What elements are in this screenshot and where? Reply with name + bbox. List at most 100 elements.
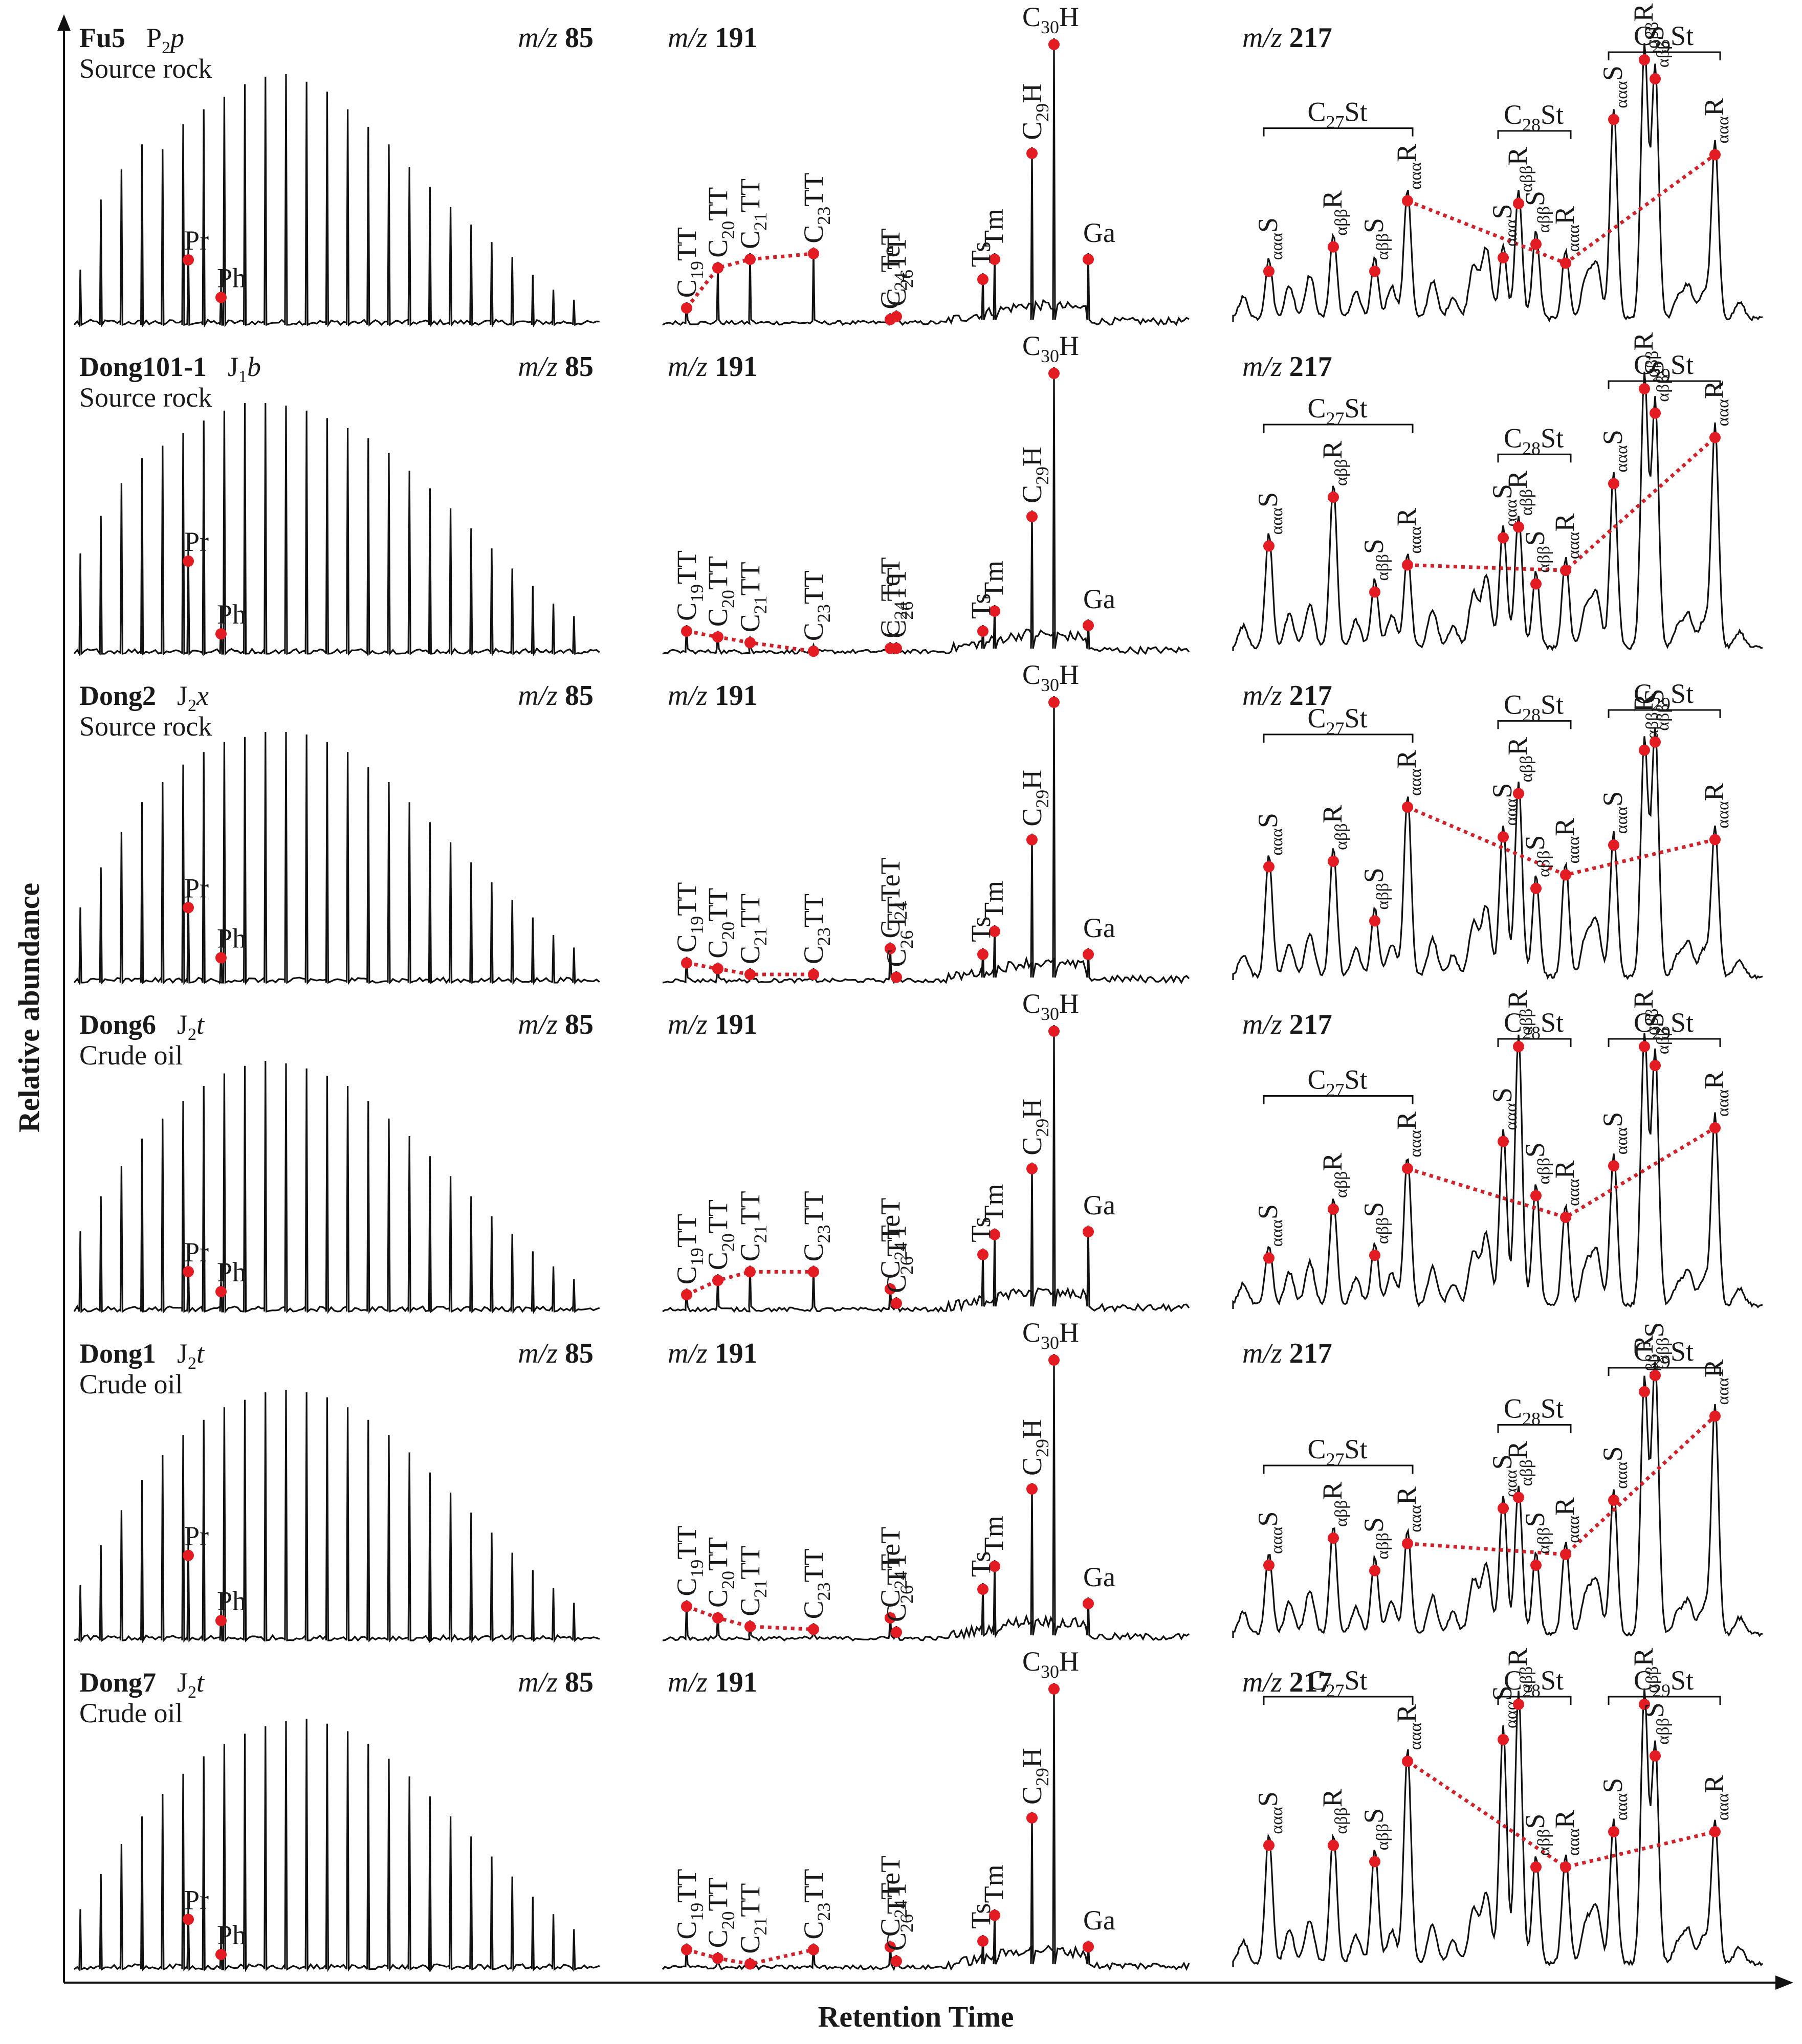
label-greek: αββ <box>1643 1009 1662 1035</box>
label-C28_abbR: αββR <box>1502 1441 1536 1486</box>
label-C29H: C29H <box>1017 1099 1052 1156</box>
label-C29_aaaS: αααS <box>1597 65 1631 108</box>
label-letter: S <box>1252 492 1283 507</box>
m217-marker-C29_abbR <box>1639 383 1650 394</box>
label-C20TT-rest: TT <box>702 556 733 590</box>
tt-trend-line <box>685 252 814 309</box>
label-greek: ααα <box>1267 1219 1286 1247</box>
mz-label: m/z 85 <box>518 351 594 383</box>
m191-marker-Ts <box>977 626 988 637</box>
sample-type: Source rock <box>79 53 212 84</box>
label-C20TT-sub: 20 <box>718 1571 738 1589</box>
label-letter: R <box>1317 1153 1348 1171</box>
label-C19TT-rest: TT <box>671 882 702 916</box>
label-C27St-c: C <box>1308 1064 1326 1095</box>
strat-sub: 2 <box>188 696 196 715</box>
label-C29St-c: C <box>1634 1336 1652 1367</box>
m217-marker-C29_aaaR <box>1709 1410 1721 1422</box>
mz-label: m/z 217 <box>1242 22 1332 54</box>
label-greek: αββ <box>1654 1338 1673 1364</box>
m217-marker-C28_aaaS <box>1498 252 1509 263</box>
label-C21TT-sub: 21 <box>750 595 771 614</box>
m191-marker-Ga <box>1083 619 1094 631</box>
label-greek: ααα <box>1406 162 1425 190</box>
m191-marker-C24TeT <box>885 1941 896 1952</box>
label-letter: R <box>1549 818 1580 836</box>
label-greek: αββ <box>1534 1158 1553 1184</box>
m217-marker-C28_abbS <box>1530 1861 1542 1873</box>
mz-italic: m/z <box>518 1009 565 1040</box>
label-letter: S <box>1252 813 1283 828</box>
label-C29H-sub: 29 <box>1032 1439 1052 1457</box>
mz-label: m/z 191 <box>668 1667 758 1698</box>
label-C23TT-rest: TT <box>798 570 829 604</box>
m217-marker-C29_abbS <box>1650 73 1661 85</box>
label-C30H-sub: 30 <box>1041 1332 1059 1353</box>
label-C26TT-c: C <box>881 1604 912 1622</box>
sample-id: Fu5 <box>79 23 125 53</box>
label-C29St: C29St <box>1634 1665 1694 1701</box>
label-C28_aaaR: αααR <box>1549 1497 1583 1543</box>
label-C29H-c: C <box>1017 1786 1047 1805</box>
m217-marker-C28_aaaS <box>1498 532 1509 544</box>
label-C23TT-rest: TT <box>798 173 829 207</box>
label-C29St-rest: St <box>1671 1665 1694 1696</box>
label-C29St-rest: St <box>1671 678 1694 709</box>
m217-marker-C29_aaaS <box>1608 478 1619 490</box>
m217-marker-C28_abbR <box>1513 521 1524 533</box>
label-C28St-rest: St <box>1541 1007 1564 1038</box>
label-C24TeT-c: C <box>875 1589 906 1608</box>
label-C27_aaaR: αααR <box>1391 1486 1425 1532</box>
label-C26TT-c: C <box>881 288 912 306</box>
label-C27_aaaS: αααS <box>1252 1791 1286 1834</box>
m191-marker-C23TT <box>808 248 819 259</box>
m191-marker-C21TT <box>744 969 756 980</box>
label-C27St: C27St <box>1308 1064 1368 1100</box>
m191-marker-Ts <box>977 1249 988 1260</box>
label-greek: ααα <box>1612 1127 1631 1155</box>
label-C19TT-rest: TT <box>671 1526 702 1560</box>
ph-label: Ph <box>217 1257 246 1287</box>
label-C28_abbS: αββS <box>1520 530 1553 572</box>
label-greek: αββ <box>1534 1527 1553 1554</box>
label-letter: S <box>1597 791 1628 807</box>
label-C28_aaaS: αααS <box>1487 204 1521 247</box>
label-letter: S <box>1252 217 1283 233</box>
label-C29H-rest: H <box>1017 1099 1047 1119</box>
m191-marker-C30H <box>1048 1354 1060 1366</box>
label-C20TT-rest: TT <box>702 888 733 922</box>
m217-marker-C27_abbS <box>1369 915 1380 927</box>
label-C27St-c: C <box>1308 703 1326 734</box>
m217-marker-C27_aaaS <box>1263 265 1274 277</box>
label-letter: S <box>1252 1512 1283 1527</box>
m217-marker-C27_aaaR <box>1402 1756 1413 1767</box>
label-C28St-sub: 28 <box>1522 115 1541 135</box>
label-greek: ααα <box>1406 526 1425 554</box>
label-C21TT-rest: TT <box>735 1883 765 1917</box>
label-C30H-rest: H <box>1059 1317 1079 1348</box>
label-greek: αββ <box>1517 1009 1536 1035</box>
m191-marker-C21TT <box>744 254 756 265</box>
label-greek: ααα <box>1564 531 1583 559</box>
label-C26TT-sub: 26 <box>896 602 917 620</box>
label-C20TT-c: C <box>702 1252 733 1270</box>
label-C24TeT-rest: TeT <box>875 857 906 901</box>
label-C26TT-c: C <box>881 949 912 967</box>
m191-marker-Ts <box>977 948 988 960</box>
m191-marker-C19TT <box>681 1944 692 1956</box>
m191-marker-C20TT <box>712 262 723 274</box>
m217-marker-C28_aaaR <box>1560 257 1571 269</box>
label-greek: ααα <box>1502 798 1521 826</box>
label-letter: S <box>1520 835 1550 850</box>
label-C27St: C27St <box>1308 97 1368 132</box>
sample-name: Dong7 J2t <box>79 1667 205 1702</box>
m85-trace <box>74 1389 600 1643</box>
label-C23TT: C23TT <box>798 173 834 243</box>
label-C23TT-c: C <box>798 623 829 641</box>
label-C29_aaaS: αααS <box>1597 1112 1631 1155</box>
label-C19TT-sub: 19 <box>687 1903 707 1921</box>
label-C27_aaaS: αααS <box>1252 1204 1286 1247</box>
label-C29St-rest: St <box>1671 349 1694 380</box>
m217-marker-C29_aaaR <box>1709 1826 1721 1838</box>
